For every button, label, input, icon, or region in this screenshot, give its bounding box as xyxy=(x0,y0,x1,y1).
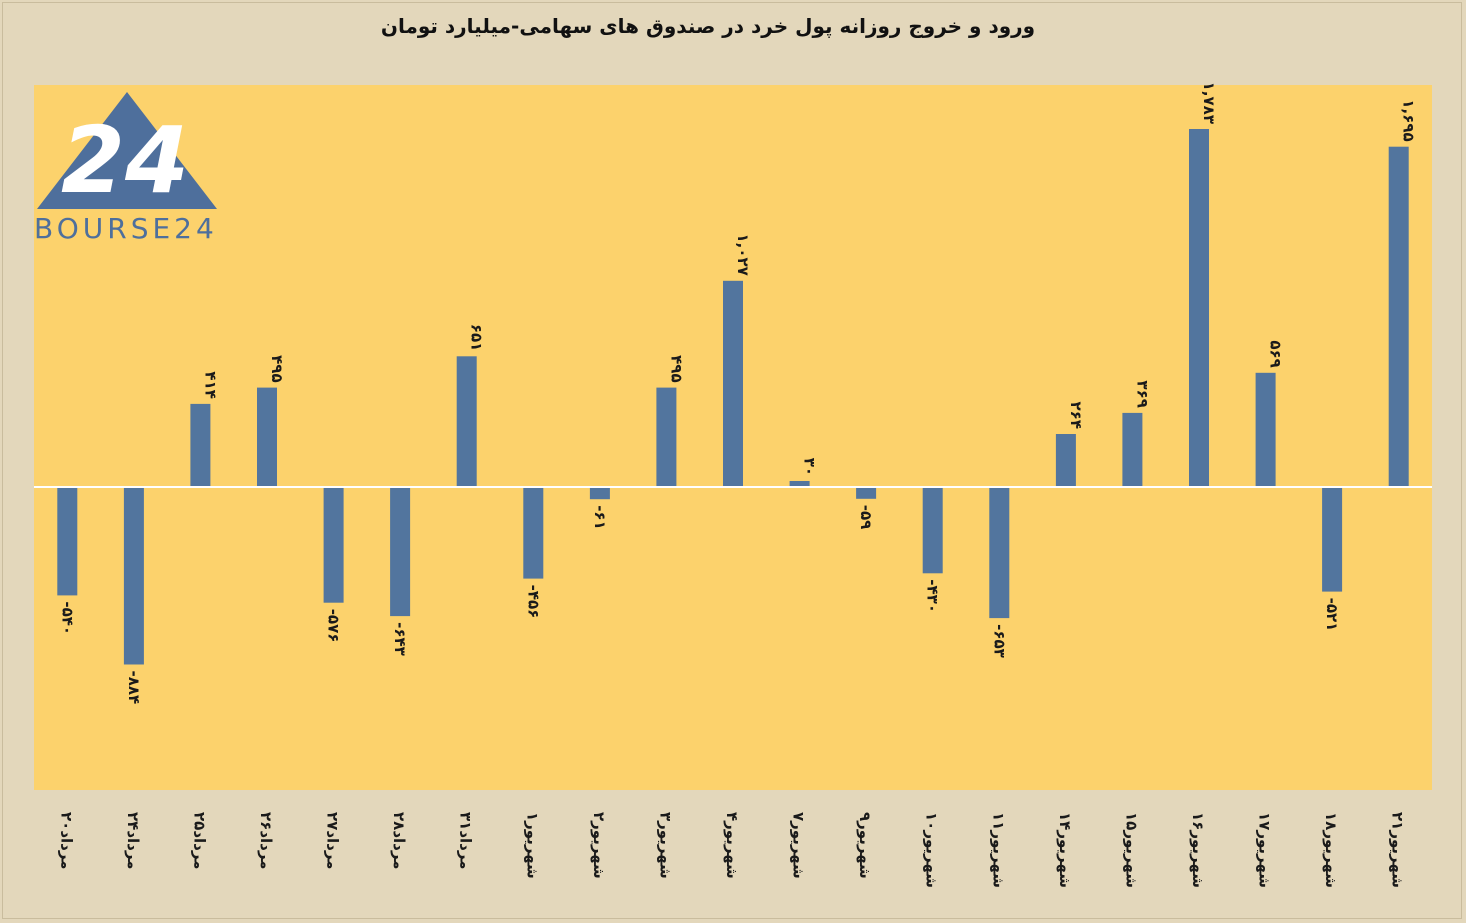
category-label-7: ۱شهریور xyxy=(523,812,541,879)
bourse24-logo: 24 BOURSE24 xyxy=(34,92,218,245)
value-label-12: -۵۹ xyxy=(857,505,875,530)
category-label-8: ۲شهریور xyxy=(590,812,608,879)
category-label-13: ۱۰شهریور xyxy=(923,812,941,888)
bar-2 xyxy=(190,403,211,487)
bar-11 xyxy=(789,481,810,487)
bar-20 xyxy=(1388,146,1409,487)
bar-17 xyxy=(1189,129,1209,487)
bar-15 xyxy=(1055,434,1076,487)
chart-title: ورود و خروج روزانه پول خرد در صندوق های … xyxy=(380,14,1036,38)
category-label-5: ۲۸مرداد xyxy=(390,812,408,869)
value-label-5: -۶۴۳ xyxy=(391,622,409,656)
category-label-10: ۴شهریور xyxy=(723,812,741,879)
value-label-2: ۴۱۴ xyxy=(201,371,219,398)
value-label-17: ۱,۷۸۳ xyxy=(1200,82,1218,124)
category-label-15: ۱۴شهریور xyxy=(1056,812,1074,888)
bar-6 xyxy=(456,356,477,487)
logo-mark: 24 xyxy=(61,107,189,214)
category-label-12: ۹شهریور xyxy=(856,812,874,879)
category-labels: ۲۰مرداد ۲۴مرداد ۲۵مرداد ۲۶مرداد ۲۷مرداد ۲۸مرد… xyxy=(57,812,1406,888)
bar-4 xyxy=(323,487,344,603)
bar-0 xyxy=(57,487,78,596)
bar-16 xyxy=(1122,412,1143,487)
category-label-11: ۷شهریور xyxy=(790,812,808,879)
value-label-7: -۴۵۶ xyxy=(524,585,542,619)
bar-19 xyxy=(1322,487,1343,592)
value-label-9: ۴۹۵ xyxy=(667,355,685,382)
bar-10 xyxy=(723,280,743,487)
bar-18 xyxy=(1255,372,1276,487)
logo-triangle-icon xyxy=(37,92,217,209)
category-label-16: ۱۵شهریور xyxy=(1122,812,1140,888)
value-label-15: ۲۶۴ xyxy=(1067,402,1085,429)
bar-1 xyxy=(123,487,144,665)
category-label-18: ۱۷شهریور xyxy=(1256,812,1274,888)
value-label-10: ۱,۰۲۷ xyxy=(734,233,752,275)
value-label-13: -۴۳۰ xyxy=(924,579,942,613)
category-label-1: ۲۴مرداد xyxy=(124,812,142,869)
value-label-11: ۳۰ xyxy=(801,458,819,476)
category-label-17: ۱۶شهریور xyxy=(1189,812,1207,888)
value-label-14: -۶۵۳ xyxy=(990,624,1008,658)
bar-14 xyxy=(989,487,1010,619)
bar-12 xyxy=(856,487,877,499)
category-label-6: ۳۱مرداد xyxy=(457,812,475,869)
category-label-19: ۱۸شهریور xyxy=(1322,812,1340,888)
category-label-9: ۳شهریور xyxy=(656,812,674,879)
value-label-6: ۶۵۱ xyxy=(468,324,486,351)
bar-7 xyxy=(523,487,544,579)
value-label-18: ۵۶۹ xyxy=(1267,340,1285,367)
category-label-4: ۲۷مرداد xyxy=(324,812,342,869)
value-label-20: ۱,۶۹۵ xyxy=(1400,99,1418,141)
value-label-3: ۴۹۵ xyxy=(268,355,286,382)
value-label-8: -۶۱ xyxy=(591,505,609,530)
category-label-20: ۲۱شهریور xyxy=(1389,812,1407,888)
bar-9 xyxy=(656,387,677,487)
bar-3 xyxy=(257,387,277,487)
value-label-0: -۵۴۰ xyxy=(58,601,76,635)
bar-series xyxy=(57,129,1409,665)
category-label-14: ۱۱شهریور xyxy=(989,812,1007,888)
logo-text: BOURSE24 xyxy=(34,212,218,245)
category-label-0: ۲۰مرداد xyxy=(57,812,75,869)
category-label-3: ۲۶مرداد xyxy=(257,812,275,869)
bar-13 xyxy=(922,487,943,574)
value-label-16: ۳۶۹ xyxy=(1133,380,1151,407)
value-label-1: -۸۸۴ xyxy=(125,671,143,705)
value-labels: -۵۴۰ -۸۸۴ ۴۱۴ ۴۹۵ -۵۷۶ -۶۴۳ ۶۵۱ -۴۵۶ -۶۱ ۴۹۵ ۱,۰۲۷… xyxy=(58,82,1417,705)
value-label-19: -۵۲۱ xyxy=(1323,598,1341,632)
bar-8 xyxy=(589,487,610,500)
value-label-4: -۵۷۶ xyxy=(325,609,343,643)
bar-5 xyxy=(390,487,411,617)
category-label-2: ۲۵مرداد xyxy=(190,812,208,869)
